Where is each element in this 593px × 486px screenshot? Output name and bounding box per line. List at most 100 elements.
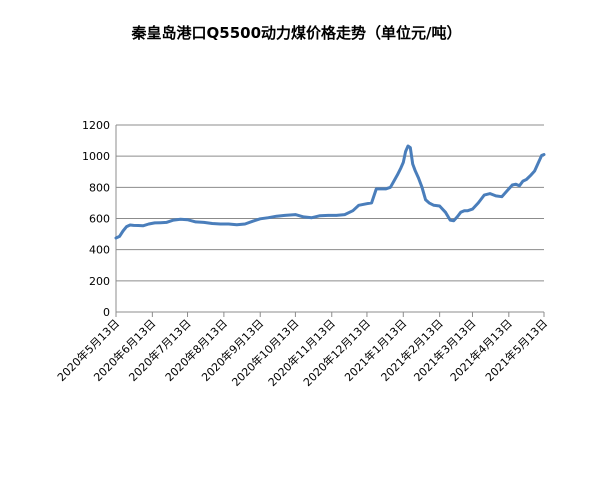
x-tick-label: 2021年5月13日: [482, 316, 550, 384]
data-point: [375, 187, 378, 191]
y-tick-label: 800: [89, 181, 110, 194]
x-tick-label: 2020年7月13日: [126, 316, 194, 384]
data-point: [529, 173, 533, 177]
data-point: [514, 183, 518, 186]
data-point: [507, 187, 511, 191]
data-point: [186, 218, 189, 221]
chart-title: 秦皇岛港口Q5500动力煤价格走势（单位元/吨）: [131, 24, 462, 42]
data-point: [488, 192, 492, 195]
y-tick-label: 1200: [82, 119, 110, 132]
data-point: [179, 218, 182, 221]
data-point: [424, 198, 427, 201]
data-point: [172, 218, 175, 222]
data-point: [202, 221, 206, 224]
data-point: [536, 161, 540, 165]
y-tick-label: 400: [89, 244, 110, 257]
data-point: [267, 216, 270, 219]
series-line: [114, 144, 546, 240]
data-point: [456, 215, 459, 219]
data-point: [500, 195, 503, 198]
y-tick-label: 600: [89, 213, 110, 226]
data-point: [243, 222, 247, 226]
data-point: [444, 211, 447, 214]
data-point: [521, 179, 525, 183]
x-tick-label: 2020年6月13日: [91, 316, 159, 384]
data-point: [494, 194, 498, 198]
y-tick-label: 0: [103, 306, 110, 319]
data-point: [384, 187, 387, 191]
data-point: [448, 218, 452, 222]
x-tick-label: 2020年9月13日: [198, 316, 266, 384]
data-point: [310, 216, 314, 219]
data-point: [370, 201, 373, 205]
data-point: [251, 219, 255, 223]
data-point: [404, 150, 407, 153]
data-point: [351, 209, 355, 212]
data-point: [327, 214, 330, 217]
data-point: [389, 186, 392, 189]
data-point: [432, 204, 435, 207]
data-point: [540, 154, 543, 157]
data-point: [392, 179, 396, 183]
data-point: [283, 214, 287, 217]
y-tick-label: 1000: [82, 150, 110, 163]
data-point: [235, 223, 238, 226]
data-point: [159, 221, 162, 224]
x-tick-label: 2020年8月13日: [162, 316, 230, 384]
data-point: [396, 173, 399, 177]
data-point: [227, 222, 230, 226]
data-point: [406, 144, 410, 148]
data-point: [477, 201, 480, 205]
data-point: [128, 223, 132, 227]
data-point: [302, 215, 305, 219]
data-point: [402, 161, 405, 164]
data-point: [542, 153, 546, 156]
data-point: [335, 214, 338, 217]
data-point: [413, 168, 417, 172]
data-point: [438, 204, 441, 208]
data-point: [411, 162, 414, 166]
data-point: [137, 224, 140, 227]
data-point: [471, 207, 474, 211]
data-point: [365, 202, 369, 205]
data-point: [427, 201, 431, 205]
x-tick-label: 2021年4月13日: [447, 316, 515, 384]
data-point: [114, 236, 118, 240]
data-point: [165, 221, 168, 224]
data-point: [318, 214, 322, 217]
data-point: [219, 222, 222, 226]
data-point: [420, 186, 424, 189]
data-point: [452, 219, 455, 223]
data-point: [409, 146, 412, 149]
data-point: [121, 229, 125, 233]
data-point: [275, 214, 278, 218]
data-point: [357, 204, 360, 207]
data-point: [533, 169, 536, 173]
data-point: [511, 183, 514, 187]
data-point: [141, 224, 145, 228]
data-point: [259, 217, 262, 221]
data-point: [147, 222, 151, 226]
data-point: [417, 176, 420, 180]
x-tick-label: 2020年5月13日: [54, 316, 122, 384]
data-point: [399, 166, 403, 170]
data-point: [194, 220, 197, 224]
data-point: [118, 235, 121, 238]
y-tick-label: 200: [89, 275, 110, 288]
data-point: [153, 221, 156, 225]
x-tick-label: 2021年1月13日: [342, 316, 410, 384]
data-point: [210, 222, 214, 225]
data-point: [466, 209, 469, 212]
data-point: [518, 184, 521, 187]
data-point: [294, 213, 297, 216]
data-point: [463, 209, 466, 212]
data-point: [343, 213, 346, 216]
data-point: [482, 193, 486, 197]
data-point: [379, 187, 383, 191]
data-point: [125, 225, 128, 228]
data-point: [525, 178, 528, 181]
data-point: [132, 224, 135, 227]
data-point: [459, 211, 462, 214]
